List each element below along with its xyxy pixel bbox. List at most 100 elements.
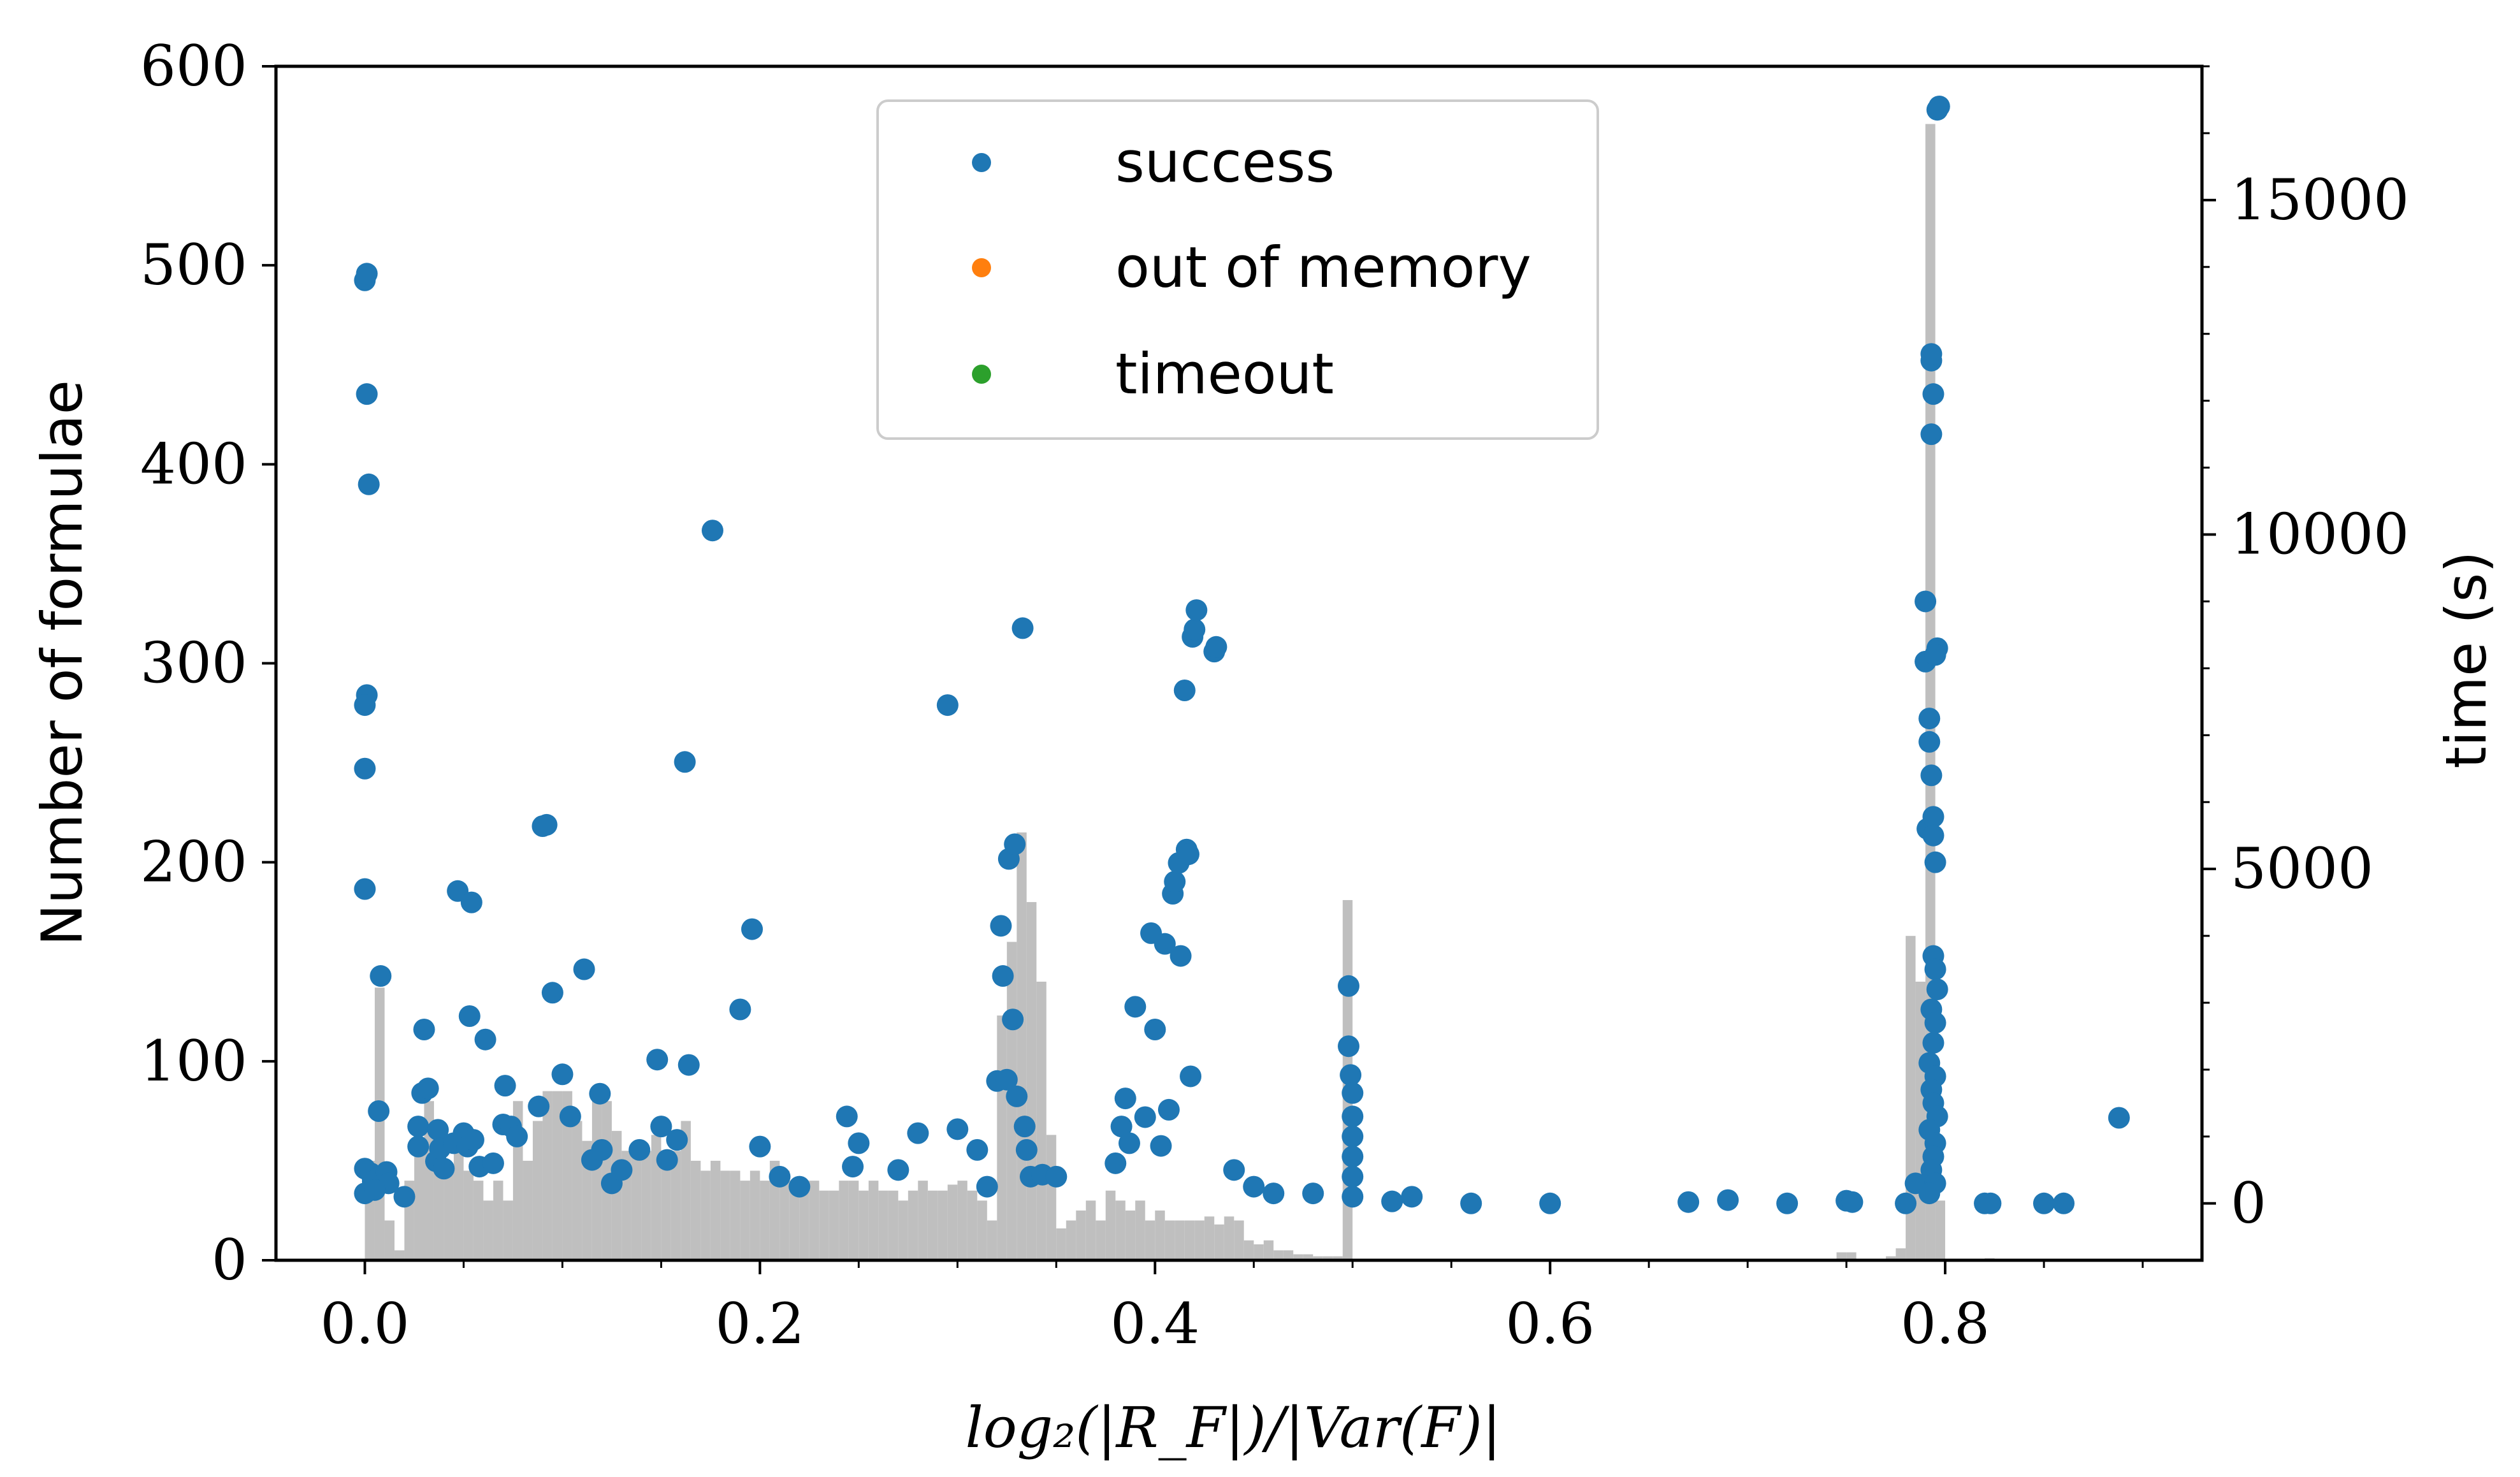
histogram-bar xyxy=(888,1190,899,1260)
legend-label-success: success xyxy=(1115,129,1335,195)
histogram-bar xyxy=(414,1140,424,1260)
scatter-point-success xyxy=(1134,1106,1156,1128)
histogram-bar xyxy=(947,1184,958,1260)
scatter-point-success xyxy=(559,1105,581,1128)
histogram-bar xyxy=(809,1181,820,1260)
scatter-point-success xyxy=(1164,871,1186,893)
y-tick-label: 100 xyxy=(140,1028,247,1094)
scatter-point-success xyxy=(591,1139,613,1161)
histogram-bar xyxy=(1895,1248,1906,1260)
scatter-point-success xyxy=(1980,1192,2002,1214)
histogram-bar xyxy=(552,1091,563,1260)
histogram-bar xyxy=(749,1170,760,1260)
histogram-bar xyxy=(918,1181,928,1260)
scatter-point-success xyxy=(1177,843,1199,866)
histogram-bar xyxy=(503,1200,513,1260)
scatter-point-success xyxy=(1223,1159,1245,1181)
histogram-bar xyxy=(1204,1216,1215,1260)
scatter-point-success xyxy=(1342,1165,1364,1188)
scatter-point-success xyxy=(946,1118,969,1140)
histogram-bar xyxy=(611,1131,622,1260)
scatter-point-success xyxy=(992,965,1014,987)
legend-marker-success xyxy=(972,153,991,172)
histogram-bar xyxy=(572,1121,583,1260)
histogram-bar xyxy=(1303,1254,1314,1260)
histogram-bar xyxy=(1263,1240,1274,1260)
histogram-bar xyxy=(670,1151,681,1260)
scatter-point-success xyxy=(646,1049,669,1071)
histogram-bar xyxy=(1194,1220,1205,1260)
histogram-bar xyxy=(1836,1252,1847,1260)
scatter-point-success xyxy=(1184,618,1206,641)
scatter-point-success xyxy=(356,263,378,285)
scatter-point-success xyxy=(1002,1008,1024,1031)
scatter-point-success xyxy=(1243,1175,1265,1198)
legend-box xyxy=(876,99,1599,440)
histogram-bar xyxy=(858,1190,869,1260)
scatter-point-success xyxy=(769,1165,791,1188)
y-tick-label: 500 xyxy=(140,232,247,298)
histogram-bar xyxy=(562,1091,572,1260)
scatter-point-success xyxy=(1895,1192,1917,1214)
histogram-bar xyxy=(1243,1240,1254,1260)
y-tick-label: 0 xyxy=(212,1227,247,1293)
scatter-point-success xyxy=(458,1005,481,1028)
scatter-point-success xyxy=(528,1095,550,1117)
scatter-point-success xyxy=(1677,1191,1700,1213)
scatter-point-success xyxy=(393,1186,416,1208)
histogram-bar xyxy=(1224,1216,1235,1260)
scatter-point-success xyxy=(611,1159,633,1181)
scatter-point-success xyxy=(1922,824,1944,847)
scatter-point-success xyxy=(1342,1186,1364,1208)
x-tick-label: 0.4 xyxy=(1110,1291,1199,1357)
scatter-point-success xyxy=(907,1122,929,1144)
scatter-point-success xyxy=(1157,1098,1180,1121)
histogram-bar xyxy=(493,1181,503,1260)
histogram-bar xyxy=(1254,1244,1264,1260)
scatter-point-success xyxy=(1013,1116,1036,1138)
scatter-point-success xyxy=(674,751,696,773)
histogram-bar xyxy=(898,1200,908,1260)
scatter-point-success xyxy=(1924,958,1946,980)
histogram-bar xyxy=(977,1200,987,1260)
histogram-bar xyxy=(1322,1256,1333,1260)
scatter-point-success xyxy=(666,1129,688,1151)
legend-marker-timeout xyxy=(972,365,991,384)
scatter-point-success xyxy=(1776,1192,1799,1214)
scatter-point-success xyxy=(990,915,1012,937)
histogram-bar xyxy=(374,987,385,1260)
histogram-bar xyxy=(819,1190,829,1260)
histogram-bar xyxy=(1184,1220,1195,1260)
scatter-point-success xyxy=(628,1139,651,1161)
scatter-point-success xyxy=(358,473,380,495)
scatter-point-success xyxy=(1342,1105,1364,1128)
scatter-point-success xyxy=(370,965,392,987)
legend-label-timeout: timeout xyxy=(1115,341,1334,407)
scatter-point-success xyxy=(1205,636,1227,658)
scatter-point-success xyxy=(749,1135,771,1158)
histogram-bar xyxy=(1846,1252,1857,1260)
histogram-bar xyxy=(927,1190,938,1260)
scatter-point-success xyxy=(966,1139,988,1161)
histogram-bar xyxy=(1026,902,1037,1260)
scatter-point-success xyxy=(1920,764,1943,787)
histogram-bar xyxy=(1155,1210,1165,1260)
histogram-bar xyxy=(631,1151,642,1260)
y2-tick-label: 15000 xyxy=(2231,167,2409,233)
histogram-bar xyxy=(730,1170,741,1260)
scatter-point-success xyxy=(354,757,376,780)
scatter-point-success xyxy=(1922,1031,1944,1054)
scatter-point-success xyxy=(1922,806,1944,828)
histogram-bar xyxy=(1085,1200,1096,1260)
scatter-point-success xyxy=(1340,1064,1362,1086)
scatter-point-success xyxy=(1114,1088,1136,1110)
scatter-point-success xyxy=(1920,423,1943,446)
histogram-bar xyxy=(661,1151,671,1260)
y-axis-label: Number of formulae xyxy=(29,380,95,946)
histogram-bar xyxy=(1214,1224,1224,1260)
histogram-bar xyxy=(987,1220,997,1260)
histogram-bar xyxy=(1935,1200,1946,1260)
scatter-point-success xyxy=(1342,1082,1364,1104)
histogram-bar xyxy=(542,1091,553,1260)
histogram-bar xyxy=(681,1121,691,1260)
